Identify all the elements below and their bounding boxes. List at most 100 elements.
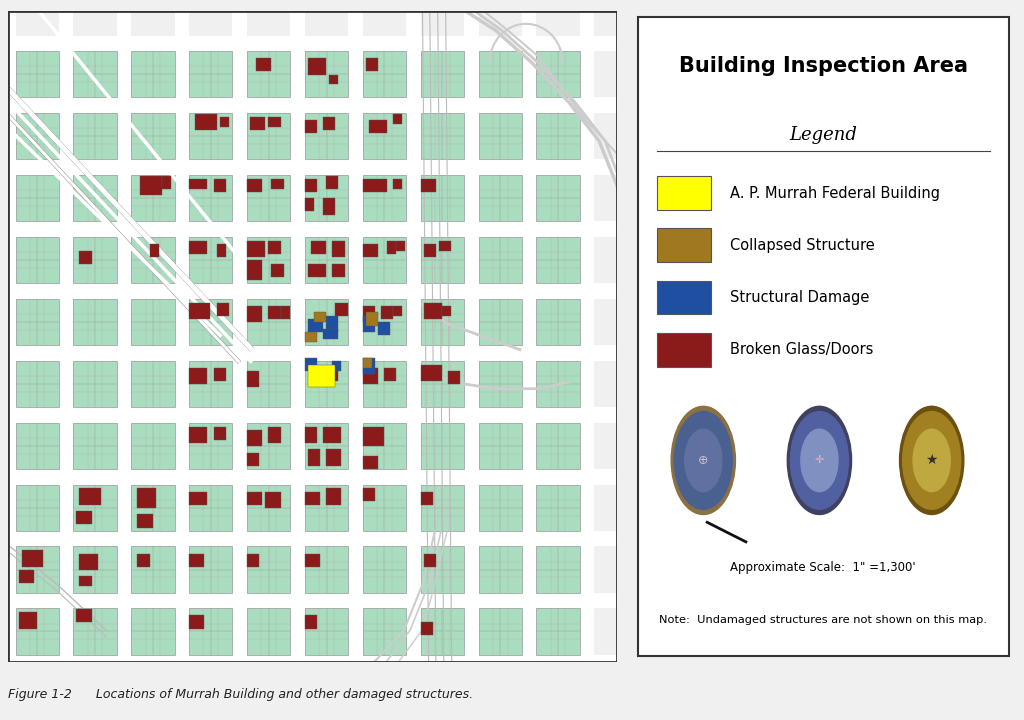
Bar: [15, 113, 58, 159]
Bar: [247, 51, 290, 97]
Bar: [324, 199, 336, 215]
Bar: [537, 361, 580, 407]
Bar: [214, 368, 225, 381]
Bar: [58, 11, 74, 662]
Bar: [305, 361, 348, 407]
Bar: [324, 117, 336, 130]
Bar: [336, 302, 347, 316]
Bar: [362, 608, 407, 654]
Text: Broken Glass/Doors: Broken Glass/Doors: [730, 342, 873, 357]
Bar: [537, 546, 580, 593]
Bar: [8, 283, 617, 299]
Bar: [247, 237, 290, 283]
Bar: [384, 368, 396, 381]
Bar: [247, 453, 259, 466]
Bar: [424, 244, 436, 257]
Bar: [381, 306, 393, 319]
Bar: [8, 345, 617, 361]
Circle shape: [913, 429, 950, 492]
Bar: [131, 113, 174, 159]
Bar: [305, 113, 348, 159]
Bar: [74, 423, 117, 469]
FancyBboxPatch shape: [638, 17, 1009, 656]
Bar: [247, 430, 262, 446]
Bar: [268, 426, 281, 443]
Bar: [311, 240, 327, 254]
Bar: [362, 113, 407, 159]
Bar: [330, 75, 338, 84]
Bar: [537, 608, 580, 654]
Bar: [8, 159, 617, 175]
Bar: [305, 199, 314, 212]
Bar: [15, 175, 58, 221]
Bar: [189, 299, 232, 345]
Bar: [362, 426, 384, 446]
Circle shape: [685, 429, 722, 492]
Bar: [189, 361, 232, 407]
Bar: [290, 11, 305, 662]
Text: ⊕: ⊕: [698, 454, 709, 467]
Bar: [247, 608, 290, 654]
Bar: [421, 299, 464, 345]
Bar: [74, 113, 117, 159]
Bar: [117, 11, 131, 662]
Bar: [421, 608, 464, 654]
Circle shape: [801, 429, 838, 492]
Bar: [281, 306, 290, 319]
Bar: [522, 11, 537, 662]
Bar: [247, 306, 262, 323]
Bar: [308, 449, 321, 466]
Bar: [478, 51, 522, 97]
Bar: [327, 449, 341, 466]
Bar: [131, 175, 174, 221]
Bar: [74, 237, 117, 283]
Bar: [305, 485, 348, 531]
Text: Figure 1-2      Locations of Murrah Building and other damaged structures.: Figure 1-2 Locations of Murrah Building …: [8, 688, 473, 701]
Bar: [308, 58, 327, 75]
Bar: [80, 488, 100, 505]
Bar: [137, 488, 156, 508]
Bar: [305, 426, 317, 443]
Bar: [189, 423, 232, 469]
Bar: [362, 237, 407, 283]
Bar: [74, 361, 117, 407]
Text: ✛: ✛: [815, 456, 824, 465]
Text: Structural Damage: Structural Damage: [730, 290, 869, 305]
Bar: [305, 299, 348, 345]
Bar: [15, 361, 58, 407]
Bar: [324, 329, 338, 338]
Bar: [396, 240, 406, 251]
Bar: [8, 593, 617, 608]
Bar: [421, 485, 464, 531]
Bar: [393, 179, 402, 189]
Bar: [131, 546, 174, 593]
Bar: [15, 608, 58, 654]
Bar: [265, 492, 281, 508]
FancyBboxPatch shape: [656, 333, 711, 366]
Bar: [268, 240, 281, 254]
Bar: [362, 358, 375, 374]
Bar: [8, 407, 617, 423]
Bar: [421, 175, 464, 221]
Bar: [247, 361, 290, 407]
Bar: [449, 371, 460, 384]
Bar: [189, 237, 232, 283]
Bar: [478, 485, 522, 531]
Bar: [393, 114, 402, 124]
Bar: [387, 240, 396, 254]
Bar: [314, 312, 327, 323]
Bar: [421, 622, 433, 635]
Bar: [362, 316, 375, 332]
Bar: [366, 58, 378, 71]
Bar: [327, 316, 338, 332]
Bar: [247, 492, 262, 505]
Bar: [219, 117, 228, 127]
Bar: [333, 361, 341, 371]
Bar: [421, 492, 433, 505]
Bar: [308, 319, 324, 332]
Bar: [478, 299, 522, 345]
Bar: [305, 492, 321, 505]
Bar: [196, 114, 216, 130]
Bar: [362, 423, 407, 469]
Bar: [247, 240, 265, 257]
